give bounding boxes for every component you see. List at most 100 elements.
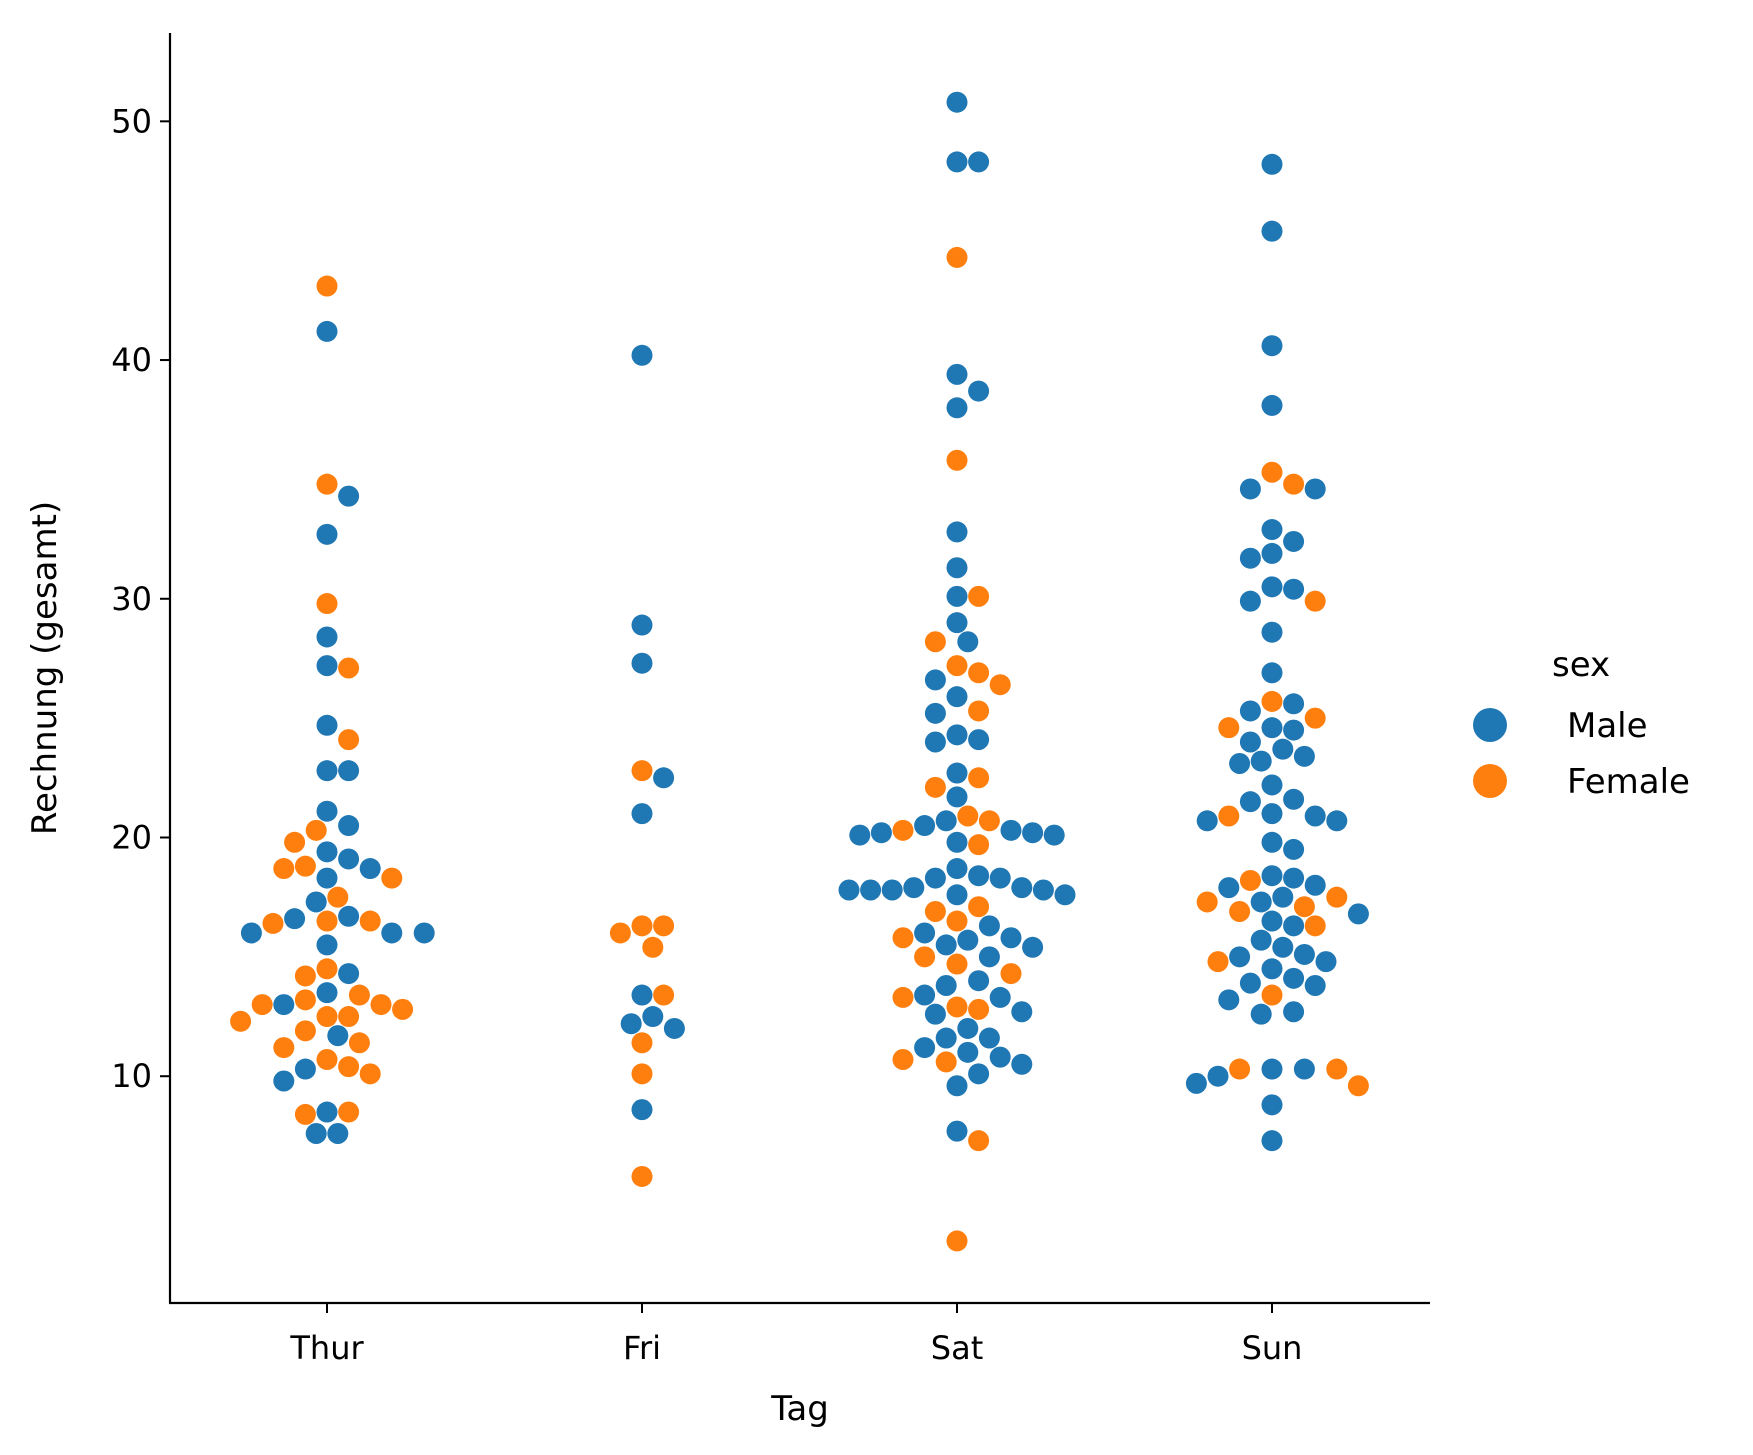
data-point-male bbox=[1239, 731, 1261, 753]
data-point-male bbox=[946, 151, 968, 173]
legend-title: sex bbox=[1552, 645, 1610, 685]
data-point-male bbox=[881, 879, 903, 901]
data-point-male bbox=[1261, 335, 1283, 357]
data-point-male bbox=[1250, 750, 1272, 772]
data-point-male bbox=[978, 946, 1000, 968]
data-point-male bbox=[1218, 989, 1240, 1011]
data-point-male bbox=[273, 1070, 295, 1092]
data-point-female bbox=[1347, 1075, 1369, 1097]
data-point-female bbox=[1229, 900, 1251, 922]
plot-area: 10 20 30 40 50 Thur Fri Sat Sun bbox=[111, 33, 1430, 1367]
data-point-male bbox=[338, 848, 360, 870]
data-point-male bbox=[1261, 803, 1283, 825]
data-point-female bbox=[294, 1020, 316, 1042]
data-point-female bbox=[1326, 1058, 1348, 1080]
x-ticks: Thur Fri Sat Sun bbox=[289, 1303, 1302, 1367]
data-point-female bbox=[294, 1103, 316, 1125]
data-point-male bbox=[1239, 972, 1261, 994]
legend-marker-male bbox=[1473, 708, 1507, 742]
data-point-male bbox=[870, 822, 892, 844]
data-point-female bbox=[631, 915, 653, 937]
data-point-male bbox=[935, 810, 957, 832]
data-point-female bbox=[946, 910, 968, 932]
data-point-male bbox=[1261, 865, 1283, 887]
data-point-female bbox=[316, 910, 338, 932]
data-point-male bbox=[946, 831, 968, 853]
data-point-male bbox=[1261, 831, 1283, 853]
data-point-male bbox=[316, 626, 338, 648]
data-point-male bbox=[903, 877, 925, 899]
data-point-male bbox=[1261, 1058, 1283, 1080]
data-point-female bbox=[1304, 590, 1326, 612]
data-point-female bbox=[1207, 951, 1229, 973]
data-point-male bbox=[1229, 946, 1251, 968]
data-point-female bbox=[305, 819, 327, 841]
data-point-male bbox=[1283, 838, 1305, 860]
data-point-male bbox=[849, 824, 871, 846]
data-point-female bbox=[230, 1010, 252, 1032]
data-point-male bbox=[1250, 1003, 1272, 1025]
data-point-male bbox=[914, 922, 936, 944]
data-point-male bbox=[316, 934, 338, 956]
y-tick-label: 30 bbox=[111, 580, 152, 618]
legend-label-male: Male bbox=[1567, 706, 1648, 746]
data-point-female bbox=[370, 994, 392, 1016]
data-point-female bbox=[914, 946, 936, 968]
data-point-male bbox=[1011, 1001, 1033, 1023]
data-point-male bbox=[1272, 738, 1294, 760]
data-point-female bbox=[1326, 886, 1348, 908]
y-tick-label: 10 bbox=[111, 1057, 152, 1095]
data-point-male bbox=[1207, 1065, 1229, 1087]
data-point-female bbox=[968, 585, 990, 607]
data-point-male bbox=[284, 908, 306, 930]
data-point-female bbox=[946, 246, 968, 268]
data-point-male bbox=[273, 994, 295, 1016]
data-point-female bbox=[359, 910, 381, 932]
data-point-female bbox=[262, 912, 284, 934]
data-point-female bbox=[924, 900, 946, 922]
data-point-female bbox=[653, 984, 675, 1006]
data-point-female bbox=[989, 674, 1011, 696]
data-point-female bbox=[1196, 891, 1218, 913]
data-point-male bbox=[338, 963, 360, 985]
data-point-male bbox=[1283, 1001, 1305, 1023]
data-point-female bbox=[892, 819, 914, 841]
data-point-male bbox=[1261, 220, 1283, 242]
data-point-male bbox=[946, 521, 968, 543]
data-point-male bbox=[957, 929, 979, 951]
data-point-male bbox=[924, 731, 946, 753]
data-point-female bbox=[968, 896, 990, 918]
legend-marker-female bbox=[1473, 764, 1507, 798]
data-point-male bbox=[1261, 958, 1283, 980]
data-point-male bbox=[338, 815, 360, 837]
data-point-female bbox=[338, 1101, 360, 1123]
data-point-male bbox=[1261, 717, 1283, 739]
data-point-female bbox=[284, 831, 306, 853]
data-point-male bbox=[631, 1099, 653, 1121]
data-point-female bbox=[1000, 963, 1022, 985]
legend-items: Male Female bbox=[1473, 706, 1690, 802]
data-point-female bbox=[968, 1130, 990, 1152]
data-point-male bbox=[663, 1017, 685, 1039]
data-point-female bbox=[968, 767, 990, 789]
data-point-female bbox=[1218, 805, 1240, 827]
data-point-male bbox=[1261, 1094, 1283, 1116]
points-layer bbox=[230, 91, 1369, 1252]
data-point-female bbox=[946, 449, 968, 471]
data-point-male bbox=[327, 1123, 349, 1145]
data-point-male bbox=[359, 858, 381, 880]
data-point-male bbox=[1326, 810, 1348, 832]
data-point-female bbox=[946, 655, 968, 677]
data-point-female bbox=[924, 776, 946, 798]
data-point-female bbox=[338, 729, 360, 751]
data-point-male bbox=[946, 762, 968, 784]
data-point-female bbox=[316, 593, 338, 615]
data-point-male bbox=[946, 884, 968, 906]
data-point-male bbox=[1304, 478, 1326, 500]
data-point-male bbox=[1239, 547, 1261, 569]
data-point-male bbox=[968, 865, 990, 887]
data-point-female bbox=[392, 998, 414, 1020]
data-point-female bbox=[273, 1037, 295, 1059]
data-point-male bbox=[1283, 693, 1305, 715]
data-point-female bbox=[316, 1049, 338, 1071]
